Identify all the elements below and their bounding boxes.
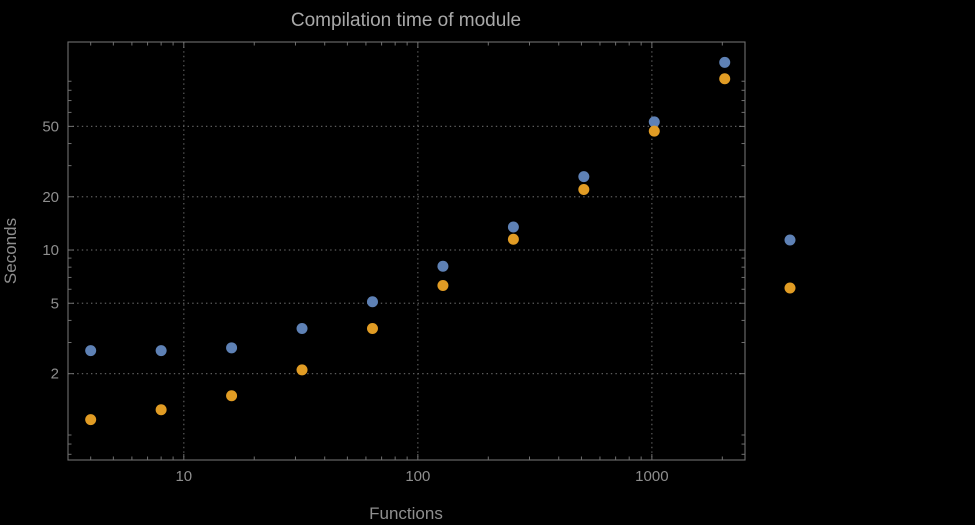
data-point-series-blue [226,342,238,354]
data-point-series-orange [366,323,378,335]
legend-marker-blue [784,234,796,246]
data-point-series-orange [85,414,97,426]
data-point-series-orange [507,233,519,245]
y-tick-label: 20 [42,189,59,206]
y-tick-label: 10 [42,242,59,259]
data-point-series-orange [578,183,590,195]
data-point-series-orange [437,280,449,292]
gridlines [68,42,745,460]
data-point-series-blue [719,56,731,68]
x-tick-label: 10 [175,468,192,485]
data-point-series-orange [648,125,660,137]
tick-labels: 10 100 1000 2 5 10 20 50 [42,118,668,485]
data-points [85,56,731,426]
y-tick-label: 50 [42,118,59,135]
chart-title: Compilation time of module [291,10,521,31]
data-point-series-blue [366,296,378,308]
data-point-series-blue [578,171,590,183]
y-tick-label: 5 [51,295,59,312]
legend-marker-orange [784,282,796,294]
data-point-series-blue [437,260,449,272]
data-point-series-blue [507,221,519,233]
data-point-series-blue [155,345,167,357]
data-point-series-blue [296,323,308,335]
axis-ticks [68,42,745,460]
data-point-series-orange [226,390,238,402]
x-axis-label: Functions [369,504,443,523]
legend [784,234,796,294]
x-tick-label: 1000 [635,468,668,485]
plot-frame [67,41,746,461]
data-point-series-orange [155,404,167,416]
y-tick-label: 2 [51,366,59,383]
data-point-series-blue [648,116,660,128]
data-point-series-orange [296,364,308,376]
data-point-series-orange [719,73,731,85]
y-axis-label: Seconds [1,218,20,284]
x-tick-label: 100 [405,468,430,485]
data-point-series-blue [85,345,97,357]
